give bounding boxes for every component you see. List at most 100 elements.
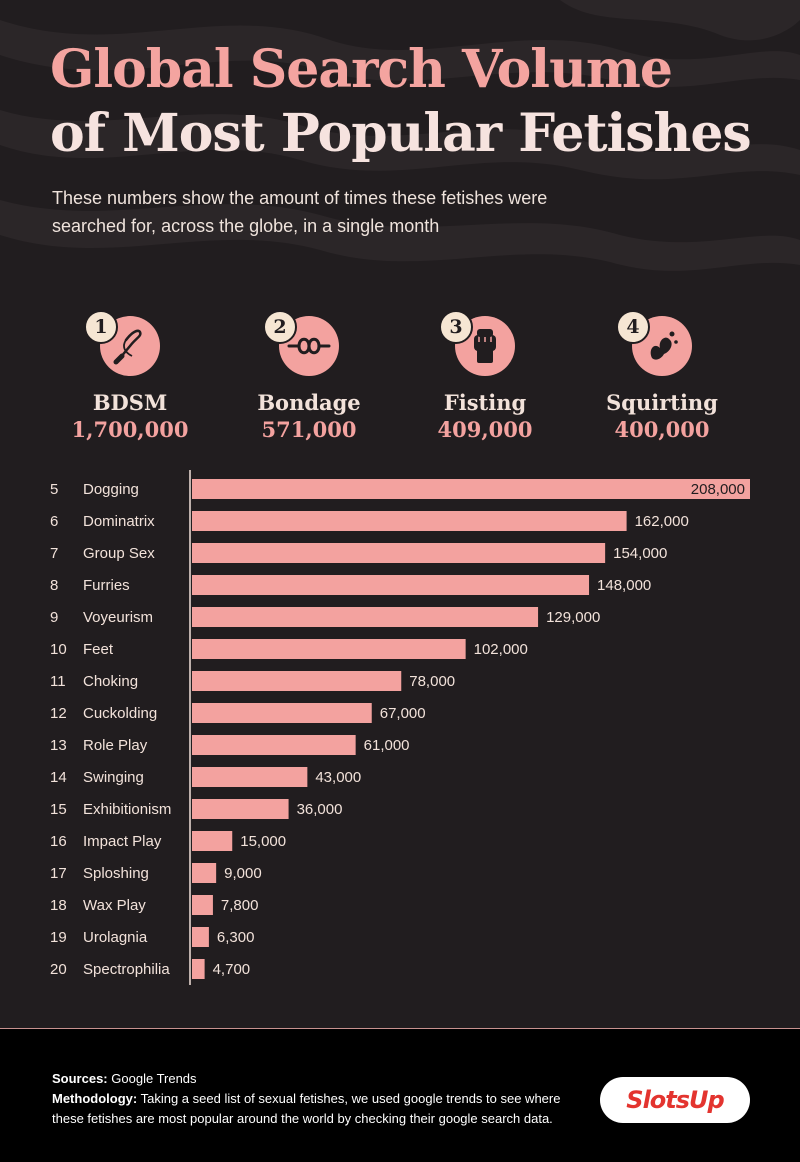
methodology-text: Taking a seed list of sexual fetishes, w… bbox=[52, 1091, 561, 1126]
methodology-label: Methodology: bbox=[52, 1091, 138, 1106]
value-label: 61,000 bbox=[364, 737, 410, 754]
value-label: 78,000 bbox=[409, 673, 455, 690]
bar-chart: 5 Dogging 208,000 6 Dominatrix 162,000 7 Group … bbox=[50, 470, 750, 985]
bar bbox=[192, 479, 750, 499]
rank-label: 8 bbox=[50, 577, 58, 594]
value-label: 6,300 bbox=[217, 929, 255, 946]
title-line-2: of Most Popular Fetishes bbox=[50, 103, 752, 164]
category-label: Swinging bbox=[83, 769, 144, 786]
rank-badge-2: 2 bbox=[263, 310, 297, 344]
bar bbox=[192, 607, 539, 627]
top-item-4: 4 Squirting 400,000 bbox=[582, 310, 742, 442]
logo-text: SlotsUp bbox=[626, 1086, 724, 1114]
bar bbox=[192, 671, 402, 691]
bar bbox=[192, 799, 289, 819]
bar bbox=[192, 767, 308, 787]
category-label: Cuckolding bbox=[83, 705, 157, 722]
rank-label: 5 bbox=[50, 481, 58, 498]
bar bbox=[192, 511, 627, 531]
value-label: 208,000 bbox=[691, 481, 745, 498]
title-line-1: Global Search Volume bbox=[50, 39, 673, 100]
rank-label: 6 bbox=[50, 513, 58, 530]
rank-badge-3: 3 bbox=[439, 310, 473, 344]
category-label: Urolagnia bbox=[83, 929, 148, 946]
rank-label: 16 bbox=[50, 833, 67, 850]
fist-icon bbox=[474, 329, 496, 363]
footer-text: Sources: Google Trends Methodology: Taki… bbox=[52, 1069, 592, 1129]
rank-label: 11 bbox=[50, 673, 66, 690]
top-value-4: 400,000 bbox=[614, 417, 710, 442]
top-four-section: 1 BDSM 1,700,000 2 Bondage 571,000 3 bbox=[0, 310, 800, 460]
category-label: Sploshing bbox=[83, 865, 149, 882]
value-label: 43,000 bbox=[315, 769, 361, 786]
top-icon-circle-1: 1 bbox=[84, 310, 160, 376]
category-label: Dominatrix bbox=[83, 513, 155, 530]
category-label: Wax Play bbox=[83, 897, 146, 914]
category-label: Furries bbox=[83, 577, 130, 594]
value-label: 154,000 bbox=[613, 545, 667, 562]
whip-icon bbox=[113, 329, 142, 365]
top-icon-circle-2: 2 bbox=[263, 310, 339, 376]
top-icon-circle-4: 4 bbox=[616, 310, 692, 376]
top-value-2: 571,000 bbox=[261, 417, 357, 442]
bar bbox=[192, 639, 466, 659]
value-label: 102,000 bbox=[474, 641, 528, 658]
top-value-3: 409,000 bbox=[437, 417, 533, 442]
sources-text: Google Trends bbox=[111, 1071, 197, 1086]
category-label: Voyeurism bbox=[83, 609, 153, 626]
bar bbox=[192, 959, 205, 979]
rank-label: 20 bbox=[50, 961, 67, 978]
top-item-1: 1 BDSM 1,700,000 bbox=[50, 310, 210, 442]
chart-title: Global Search Volume of Most Popular Fet… bbox=[50, 38, 752, 166]
zebra-pattern-background bbox=[0, 0, 800, 271]
top-value-1: 1,700,000 bbox=[71, 417, 189, 442]
value-label: 9,000 bbox=[224, 865, 262, 882]
methodology-line: Methodology: Taking a seed list of sexua… bbox=[52, 1089, 592, 1129]
bar bbox=[192, 831, 233, 851]
value-label: 67,000 bbox=[380, 705, 426, 722]
category-label: Feet bbox=[83, 641, 114, 658]
footer-divider bbox=[0, 1028, 800, 1029]
category-label: Exhibitionism bbox=[83, 801, 171, 818]
value-label: 7,800 bbox=[221, 897, 259, 914]
top-name-3: Fisting bbox=[443, 390, 527, 415]
rank-label: 14 bbox=[50, 769, 67, 786]
category-label: Dogging bbox=[83, 481, 139, 498]
rank-label: 12 bbox=[50, 705, 67, 722]
bar bbox=[192, 863, 217, 883]
chart-subtitle: These numbers show the amount of times t… bbox=[52, 188, 548, 236]
rank-label: 19 bbox=[50, 929, 67, 946]
category-label: Spectrophilia bbox=[83, 961, 170, 978]
bar bbox=[192, 895, 213, 915]
value-label: 15,000 bbox=[240, 833, 286, 850]
sources-line: Sources: Google Trends bbox=[52, 1069, 592, 1089]
bar bbox=[192, 575, 590, 595]
category-label: Group Sex bbox=[83, 545, 155, 562]
rank-label: 18 bbox=[50, 897, 67, 914]
rank-label: 15 bbox=[50, 801, 67, 818]
value-label: 129,000 bbox=[546, 609, 600, 626]
bar bbox=[192, 927, 209, 947]
footer: Sources: Google Trends Methodology: Taki… bbox=[0, 1029, 800, 1162]
rank-label: 10 bbox=[50, 641, 67, 658]
slotsup-logo[interactable]: SlotsUp bbox=[600, 1077, 750, 1123]
top-name-4: Squirting bbox=[606, 390, 718, 415]
top-icon-circle-3: 3 bbox=[439, 310, 515, 376]
rank-label: 13 bbox=[50, 737, 67, 754]
value-label: 4,700 bbox=[213, 961, 251, 978]
splash-icon bbox=[650, 331, 678, 360]
top-item-2: 2 Bondage 571,000 bbox=[229, 310, 389, 442]
category-label: Choking bbox=[83, 673, 138, 690]
top-item-3: 3 Fisting 409,000 bbox=[405, 310, 565, 442]
category-label: Impact Play bbox=[83, 833, 162, 850]
rank-label: 7 bbox=[50, 545, 58, 562]
rank-label: 9 bbox=[50, 609, 58, 626]
rank-label: 17 bbox=[50, 865, 67, 882]
rope-knot-icon bbox=[287, 337, 331, 355]
sources-label: Sources: bbox=[52, 1071, 108, 1086]
rank-badge-4: 4 bbox=[616, 310, 650, 344]
top-name-2: Bondage bbox=[257, 390, 361, 415]
value-label: 148,000 bbox=[597, 577, 651, 594]
bar bbox=[192, 543, 606, 563]
value-label: 162,000 bbox=[635, 513, 689, 530]
